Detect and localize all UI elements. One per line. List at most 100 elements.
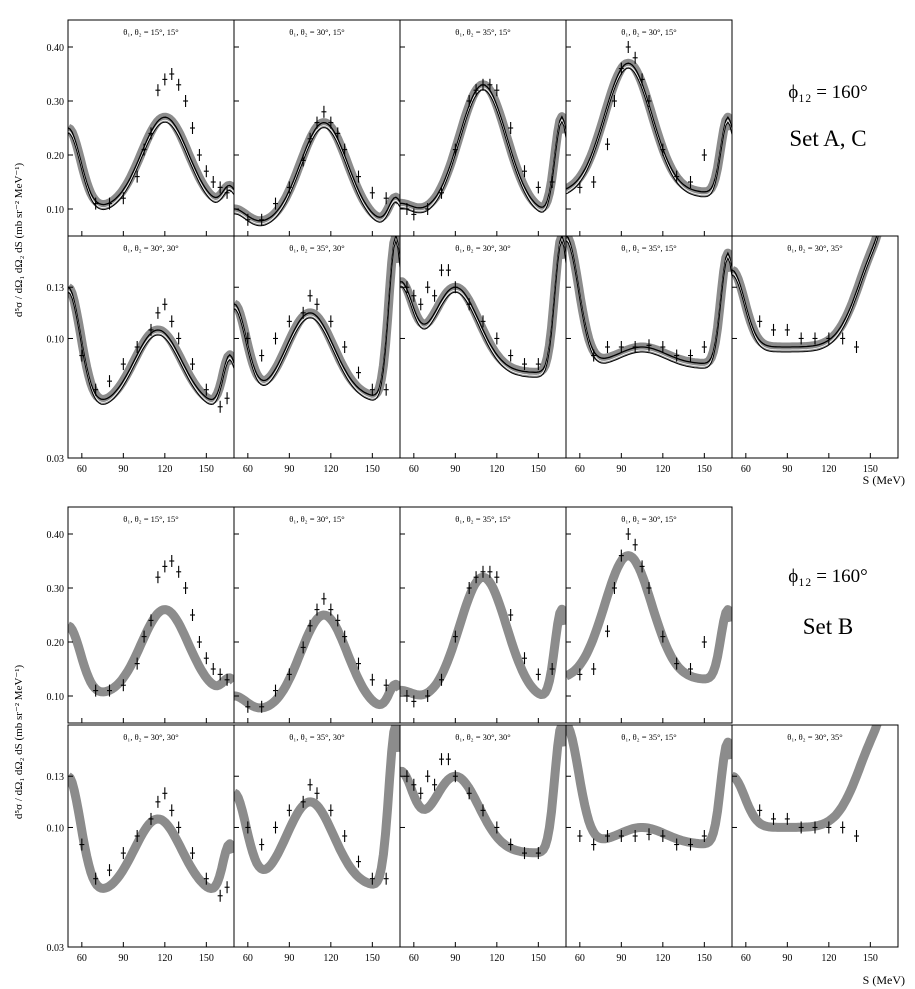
model-curves-g0-r1-c4 — [732, 236, 882, 353]
model-line-lower-g0-r1-c0 — [68, 291, 234, 406]
y-tick-label-g1-r0-c0-1: 0.20 — [47, 638, 65, 649]
data-point-g1-r0-c0-5 — [148, 614, 154, 627]
model-band-g0-r1-c0 — [68, 283, 234, 404]
data-point-g0-r0-c3-4 — [618, 62, 624, 75]
data-point-g0-r1-c4-2 — [784, 323, 790, 336]
x-tick-label-g0-r1-c1-2: 120 — [323, 464, 338, 475]
data-point-g0-r1-c0-8 — [169, 315, 175, 328]
model-line-lower-g0-r0-c2 — [400, 89, 566, 214]
x-tick-label-g1-r1-c0-2: 120 — [157, 953, 172, 964]
panel-frame-g1-r1-c2 — [399, 724, 567, 948]
data-point-g1-r1-c3-2 — [605, 830, 610, 842]
panel-g1-r1-c0: θ₁, θ₂ = 30°, 30° 0.03 0.10 0.13 60 90 120 150 — [47, 724, 235, 964]
data-point-g0-r1-c1-5 — [307, 289, 313, 302]
data-point-g0-r0-c3-9 — [660, 143, 666, 156]
y-tick-label-g1-r1-c0-0: 0.03 — [47, 943, 65, 954]
data-point-g1-r0-c3-6 — [632, 538, 638, 551]
data-point-g1-r1-c2-7 — [452, 770, 458, 783]
data-point-g0-r0-c0-8 — [169, 68, 175, 80]
data-point-g1-r1-c4-6 — [840, 821, 846, 834]
panel-g1-r1-c3: θ₁, θ₂ = 35°, 15° 60 90 120 150 — [565, 724, 733, 964]
model-line-alt-g0-r1-c4 — [732, 236, 879, 351]
data-point-g1-r0-c0-1 — [107, 684, 112, 697]
x-tick-label-g0-r1-c0-3: 150 — [199, 464, 214, 475]
x-tick-label-g1-r1-c1-0: 60 — [243, 953, 253, 964]
phi-label-group-a: ϕ₁₂ = 160° — [788, 82, 868, 103]
data-point-g0-r0-c1-3 — [286, 181, 292, 194]
panel-g1-r0-c1: θ₁, θ₂ = 30°, 15° — [233, 506, 401, 724]
x-tick-label-g0-r1-c1-1: 90 — [284, 464, 294, 475]
data-point-g0-r0-c0-9 — [176, 78, 182, 91]
x-tick-label-g1-r1-c3-3: 150 — [697, 953, 712, 964]
data-point-g0-r0-c3-0 — [577, 181, 583, 194]
model-band-g0-r1-c4 — [732, 236, 882, 352]
data-point-g0-r0-c0-2 — [120, 192, 126, 205]
panel-title-g1-r1-c0: θ₁, θ₂ = 30°, 30° — [123, 732, 178, 742]
x-tick-label-g0-r1-c2-2: 120 — [489, 464, 504, 475]
data-point-g1-r0-c2-11 — [522, 652, 527, 665]
data-point-g1-r1-c2-3 — [425, 770, 431, 783]
panel-frame-g0-r1-c2 — [399, 235, 567, 459]
data-point-g0-r1-c0-10 — [190, 358, 195, 371]
x-tick-label-g0-r1-c3-0: 60 — [575, 464, 585, 475]
data-point-g0-r0-c0-11 — [190, 122, 195, 134]
x-tick-label-g0-r1-c4-2: 120 — [821, 464, 836, 475]
model-band-g1-r1-c4 — [732, 725, 882, 832]
data-point-g0-r1-c2-13 — [535, 358, 541, 371]
panel-g1-r1-c2: θ₁, θ₂ = 30°, 30° 60 90 120 150 — [399, 724, 567, 964]
data-point-g1-r0-c2-5 — [466, 582, 472, 594]
model-line-g0-r1-c2 — [400, 236, 566, 373]
data-point-g0-r0-c3-10 — [674, 170, 680, 183]
panel-g0-r0-c3: θ₁, θ₂ = 30°, 15° — [565, 19, 733, 237]
data-point-g0-r1-c4-5 — [826, 332, 832, 345]
model-curves-g0-r1-c2 — [400, 236, 566, 378]
data-point-g1-r1-c1-11 — [383, 872, 389, 885]
data-point-g1-r0-c3-5 — [625, 528, 631, 540]
data-point-g1-r0-c3-7 — [639, 560, 645, 573]
panel-title-g1-r0-c2: θ₁, θ₂ = 35°, 15° — [455, 514, 510, 524]
data-point-g0-r1-c2-0 — [404, 281, 410, 294]
data-point-g1-r1-c2-8 — [466, 787, 472, 800]
data-point-g0-r1-c3-7 — [688, 349, 693, 362]
data-point-g0-r1-c0-13 — [224, 392, 230, 405]
data-point-g1-r1-c0-13 — [224, 881, 230, 894]
panel-title-g1-r1-c3: θ₁, θ₂ = 35°, 15° — [621, 732, 676, 742]
x-tick-label-g1-r1-c4-3: 150 — [863, 953, 878, 964]
model-line-g0-r0-c3 — [566, 62, 732, 193]
data-point-g0-r0-c2-8 — [487, 78, 493, 91]
data-point-g1-r0-c1-1 — [259, 700, 265, 713]
data-point-g0-r1-c0-4 — [134, 341, 140, 353]
data-point-g1-r1-c1-9 — [356, 855, 361, 868]
data-point-g1-r0-c0-8 — [169, 555, 175, 567]
panel-g1-r1-c1: θ₁, θ₂ = 35°, 30° 60 90 120 150 — [233, 724, 401, 964]
data-point-g1-r1-c0-4 — [134, 830, 140, 842]
data-point-g0-r1-c2-2 — [418, 298, 424, 311]
data-point-g1-r1-c1-10 — [369, 872, 375, 885]
y-tick-label-g0-r0-c0-0: 0.10 — [47, 205, 65, 216]
x-tick-label-g1-r1-c2-0: 60 — [409, 953, 419, 964]
data-point-g0-r1-c3-3 — [632, 341, 638, 353]
data-point-g1-r1-c2-13 — [535, 847, 541, 860]
data-point-g1-r0-c3-2 — [605, 625, 610, 638]
data-point-g0-r0-c1-13 — [383, 192, 389, 205]
data-point-g0-r0-c3-7 — [639, 73, 645, 86]
model-curves-g0-r0-c3 — [566, 58, 732, 198]
data-point-g0-r1-c0-3 — [120, 358, 126, 371]
model-curves-g1-r1-c2 — [400, 725, 566, 858]
data-point-g1-r0-c0-2 — [120, 679, 126, 692]
panel-frame-g0-r0-c3 — [565, 19, 733, 237]
data-point-g0-r1-c4-0 — [757, 315, 763, 328]
data-point-g1-r0-c1-12 — [369, 673, 375, 686]
model-curves-g1-r1-c4 — [732, 725, 882, 832]
data-point-g1-r0-c1-9 — [335, 614, 341, 627]
data-point-g0-r1-c3-6 — [674, 349, 680, 362]
data-point-g0-r0-c1-5 — [307, 132, 313, 145]
data-point-g1-r0-c2-13 — [549, 663, 555, 675]
data-point-g0-r1-c3-5 — [660, 341, 666, 353]
panel-title-g1-r1-c4: θ₁, θ₂ = 30°, 35° — [787, 732, 842, 742]
data-point-g0-r1-c4-7 — [854, 341, 859, 353]
data-point-g0-r1-c2-8 — [466, 298, 472, 311]
data-point-g1-r0-c0-4 — [141, 630, 147, 643]
